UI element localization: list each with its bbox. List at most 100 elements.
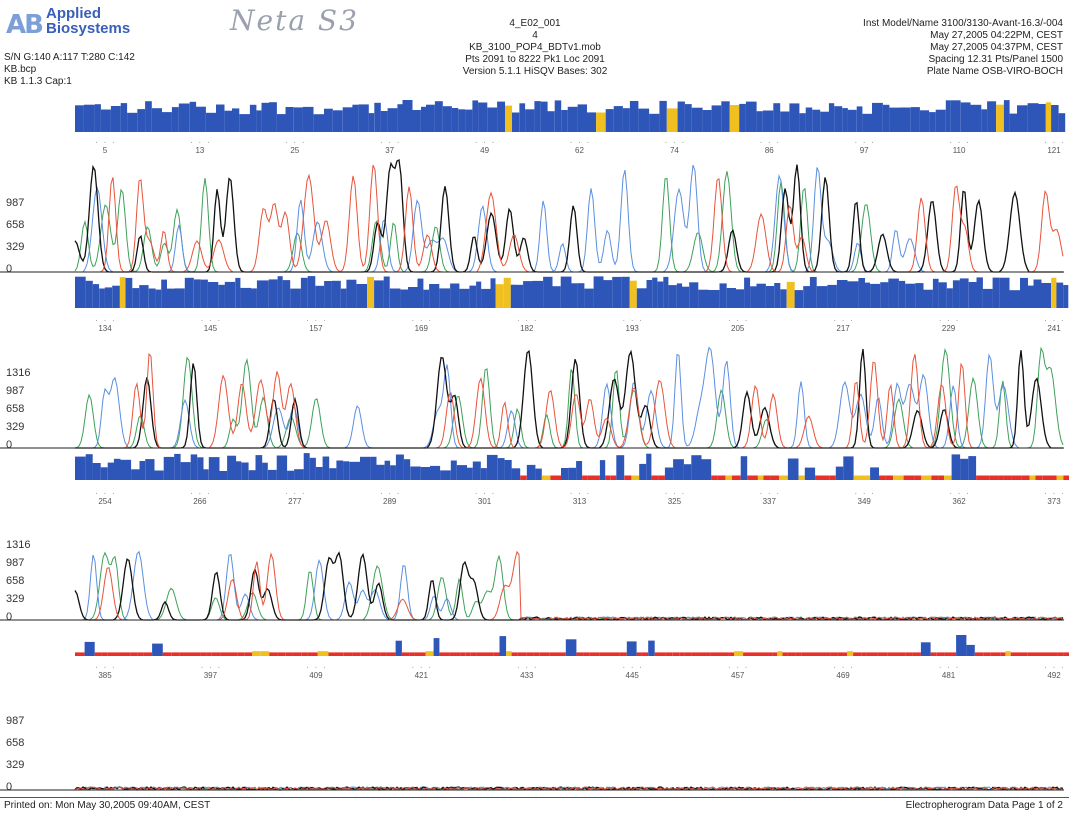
base-tick-label: 457 [731,671,745,680]
qv-bar [815,475,821,480]
qv-bar [268,279,278,308]
y-tick-label: 329 [6,241,24,253]
qv-bar [708,290,720,308]
qv-bar [932,278,939,308]
qv-bar [945,100,951,132]
qv-bar [190,454,198,480]
base-call-row: . . . [949,138,970,146]
qv-bar [610,652,620,656]
qv-bar [999,277,1010,308]
qv-bar [263,280,269,308]
base-tick-label: 25 [290,146,299,155]
y-tick-label: 658 [6,219,24,231]
qv-bar [966,644,975,656]
qv-bar [809,277,817,308]
qv-bar [218,284,225,308]
qv-bar [804,467,816,480]
qv-bar [762,652,772,656]
base-tick-label: 86 [765,146,774,155]
qv-bar [440,470,451,480]
qv-bar [870,467,879,480]
qv-bar [75,456,86,480]
base-tick-label: 301 [478,497,492,506]
qv-bar [145,101,152,132]
qv-bar [384,460,391,480]
qv-bar [220,652,228,656]
qv-bar [1019,652,1028,656]
qv-bar [478,102,488,132]
base-call-row: . . . [833,316,854,324]
qv-bar [879,475,886,480]
qv-bar [426,104,435,132]
qv-bar [358,104,369,132]
handwritten-note: Neta S3 [230,4,359,37]
qv-bar [139,461,146,480]
qv-bar [120,459,132,480]
qv-bar [248,470,256,480]
qv-bar [476,281,482,308]
base-call-row: . . . [305,663,326,671]
qv-bar [293,107,303,132]
qv-bar [1033,279,1042,308]
qv-bar [547,111,555,132]
qv-bar [847,281,859,308]
qv-bar [380,111,388,132]
qv-bar [290,288,301,308]
qv-bar [541,475,551,480]
qv-bar [526,464,536,480]
qv-bar [743,652,754,656]
qv-bar [816,286,828,308]
base-call-row: . . . [854,138,875,146]
qv-bar [216,104,225,132]
logo-line1: Applied [46,5,101,22]
qv-bar [349,461,361,480]
qv-bar [900,107,911,132]
qv-bar [651,475,659,480]
base-tick-label: 362 [952,497,966,506]
base-call-row: . . . [189,489,210,497]
qv-bar [324,108,333,132]
qv-bar [430,465,441,480]
qv-bar [596,112,606,132]
qv-bar [84,641,95,656]
base-tick-label: 241 [1047,324,1061,333]
base-tick-label: 97 [860,146,869,155]
qv-bar [1010,652,1020,656]
qv-bar [356,284,368,308]
qv-bar [770,475,780,480]
qv-bar [450,283,460,308]
qv-bar [935,109,946,132]
qv-bar [208,457,220,480]
qv-bar [701,459,712,480]
qv-bar [232,108,240,132]
base-tick-label: 277 [288,497,302,506]
base-call-row: . . . [94,316,115,324]
qv-bar [613,106,623,132]
qv-bar [691,107,703,132]
qv-bar [658,475,665,480]
qv-bar [774,283,781,308]
qv-bar [920,642,931,656]
qv-bar [599,460,606,480]
qv-bar [843,456,854,480]
mobility-file: KB_3100_POP4_BDTv1.mob [469,42,601,53]
qv-bar [315,285,325,308]
y-tick-label: 0 [6,263,12,275]
qv-bar [1009,290,1020,308]
spacing-info: Spacing 12.31 Pts/Panel 1500 [928,54,1063,65]
qv-bar [938,282,947,308]
qv-bar [576,652,584,656]
qv-bar [511,468,521,480]
qv-bar [1042,475,1051,480]
qv-bar [206,652,212,656]
qv-bar [976,475,985,480]
qv-bar [561,468,569,480]
qv-bar [719,283,727,308]
qv-bar [1011,475,1022,480]
run-end: May 27,2005 04:37PM, CEST [930,42,1063,53]
qv-bar [132,288,140,308]
qv-bar [460,652,466,656]
base-call-row: . . . [1043,316,1064,324]
qv-bar [515,284,524,308]
